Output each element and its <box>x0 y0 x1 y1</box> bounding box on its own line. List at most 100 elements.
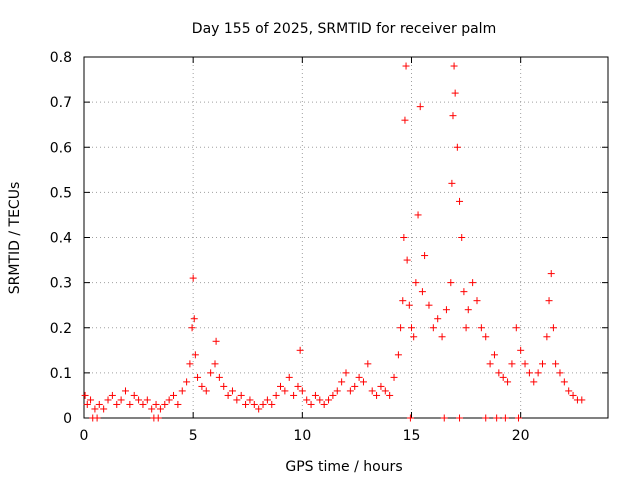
data-point <box>170 391 178 399</box>
data-point <box>449 112 457 120</box>
data-point <box>458 234 466 241</box>
data-point <box>429 324 437 332</box>
data-point <box>477 324 485 332</box>
data-point <box>473 297 481 305</box>
data-point <box>224 391 232 399</box>
data-point <box>148 405 156 413</box>
data-point <box>368 387 376 395</box>
data-point <box>95 400 103 408</box>
data-point <box>408 324 415 332</box>
data-point <box>381 387 389 395</box>
data-point <box>501 414 509 422</box>
data-point <box>447 279 455 287</box>
data-point <box>418 288 426 296</box>
x-tick-label: 20 <box>512 428 530 444</box>
data-point <box>161 400 169 408</box>
data-point <box>154 414 162 422</box>
data-point <box>91 405 99 413</box>
y-tick-label: 0.2 <box>50 321 72 337</box>
data-point <box>569 391 577 399</box>
data-point <box>453 143 461 151</box>
data-point <box>442 306 450 314</box>
x-tick-label: 10 <box>293 428 311 444</box>
data-point <box>552 360 560 368</box>
data-point <box>464 306 472 314</box>
data-point <box>394 351 402 359</box>
data-point <box>521 360 529 368</box>
data-point <box>183 378 191 386</box>
data-point <box>207 369 215 377</box>
data-point <box>414 211 422 219</box>
data-point <box>486 360 494 368</box>
data-point <box>325 396 333 404</box>
data-point <box>198 382 206 390</box>
data-point <box>499 373 507 381</box>
data-point <box>425 301 433 309</box>
data-point <box>228 387 236 395</box>
data-point <box>212 337 220 345</box>
data-point <box>174 400 182 408</box>
data-point <box>139 400 147 408</box>
data-point <box>508 360 516 368</box>
data-point <box>401 116 409 124</box>
y-tick-label: 0.7 <box>50 95 72 111</box>
data-point <box>259 400 267 408</box>
y-tick-label: 0.6 <box>50 140 72 156</box>
data-point <box>307 400 315 408</box>
y-tick-label: 0.1 <box>50 366 72 382</box>
data-point <box>456 414 464 422</box>
data-point <box>100 405 108 413</box>
data-point <box>377 382 385 390</box>
data-point <box>495 369 503 377</box>
data-point <box>493 414 501 422</box>
x-axis-label: GPS time / hours <box>285 459 402 475</box>
data-point <box>560 378 568 386</box>
data-point <box>512 324 520 332</box>
data-point <box>220 382 228 390</box>
chart-title: Day 155 of 2025, SRMTID for receiver pal… <box>192 21 496 37</box>
data-point <box>152 400 160 408</box>
data-point <box>156 405 164 413</box>
data-point <box>285 373 293 381</box>
x-tick-label: 5 <box>189 428 198 444</box>
data-point <box>440 414 448 422</box>
data-point <box>364 360 372 368</box>
data-point <box>525 369 533 377</box>
data-point <box>434 315 442 323</box>
data-point <box>534 369 542 377</box>
grid-layer <box>84 57 608 418</box>
data-point <box>517 346 525 354</box>
data-point <box>448 179 456 187</box>
data-point <box>402 62 410 70</box>
data-point <box>400 234 408 241</box>
data-point <box>412 279 420 287</box>
data-point <box>390 373 398 381</box>
data-point <box>406 414 414 422</box>
y-tick-label: 0.8 <box>50 50 72 66</box>
data-point <box>121 387 129 395</box>
data-point <box>547 270 555 278</box>
y-tick-label: 0 <box>63 411 72 427</box>
data-point <box>460 288 468 296</box>
data-point <box>237 391 245 399</box>
data-point <box>545 297 553 305</box>
y-tick-label: 0.3 <box>50 276 72 292</box>
data-point <box>482 333 490 341</box>
data-point <box>320 400 328 408</box>
data-point <box>130 391 138 399</box>
data-point <box>469 279 477 287</box>
data-point <box>482 414 490 422</box>
data-point <box>405 301 413 309</box>
data-point <box>281 387 289 395</box>
data-point <box>188 324 196 332</box>
data-point <box>191 351 199 359</box>
data-point <box>165 396 173 404</box>
data-point <box>242 400 250 408</box>
data-point <box>246 396 254 404</box>
data-point <box>294 382 302 390</box>
y-tick-label: 0.4 <box>50 231 72 247</box>
data-point <box>373 391 381 399</box>
data-point <box>397 324 405 332</box>
data-point <box>211 360 219 368</box>
data-point <box>87 396 95 404</box>
